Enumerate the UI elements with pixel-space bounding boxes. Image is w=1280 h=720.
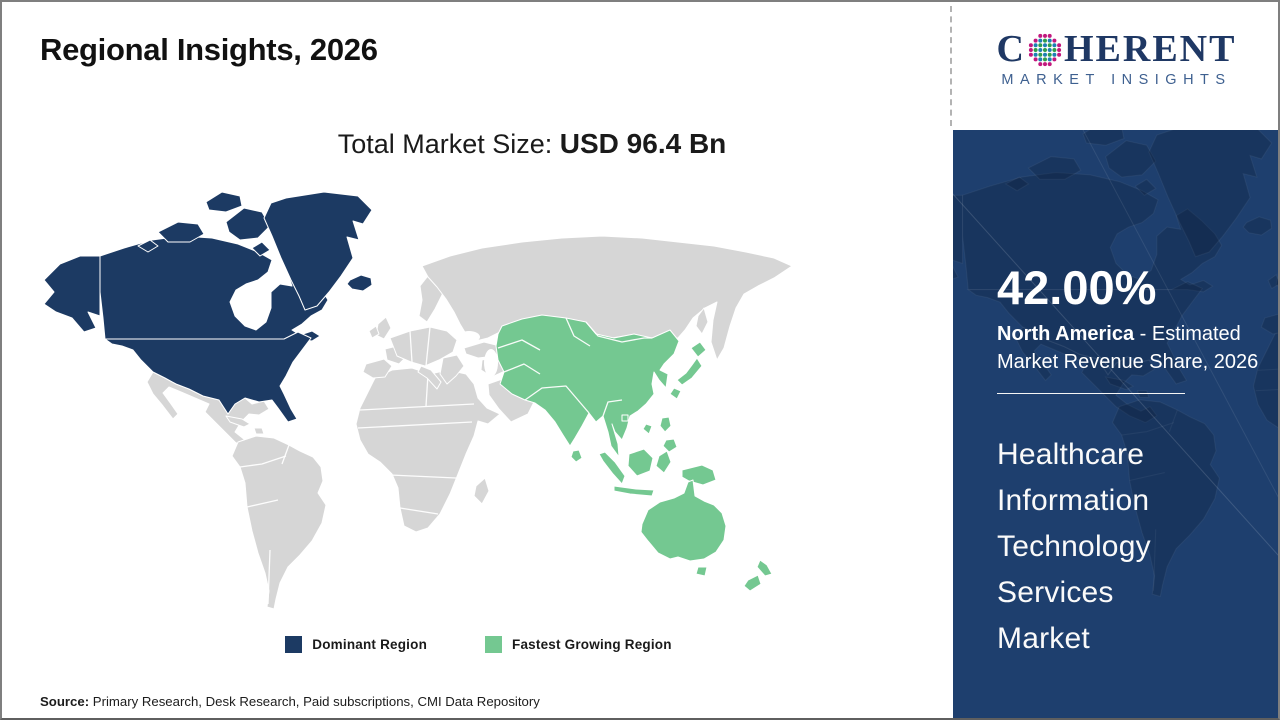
map-region-rest-of-world	[1015, 272, 1278, 598]
brand-wordmark: C HERENT	[953, 28, 1278, 70]
legend-label-fastest-growing: Fastest Growing Region	[512, 637, 672, 652]
market-size-value: USD 96.4 Bn	[559, 128, 727, 159]
market-size-label: Total Market Size:	[337, 129, 560, 159]
market-size-subtitle: Total Market Size: USD 96.4 Bn	[112, 128, 952, 160]
dashed-divider	[950, 6, 952, 126]
legend-swatch-fastest-growing	[485, 636, 503, 653]
page-title: Regional Insights, 2026	[40, 32, 378, 67]
brand-wordmark-start: C	[996, 28, 1026, 70]
brand-logo: C HERENT MARKET INSIGHTS	[950, 4, 1278, 130]
stat-desc-rest: - Estimated Market Revenue Share, 2026	[997, 322, 1259, 373]
world-map-watermark-icon	[953, 130, 1278, 598]
brand-tagline: MARKET INSIGHTS	[1001, 72, 1232, 88]
market-title-line: Healthcare	[997, 437, 1145, 471]
divider-rule	[997, 392, 1185, 394]
source-note: Source: Primary Research, Desk Research,…	[40, 694, 540, 709]
market-title-line: Technology	[997, 529, 1151, 563]
map-legend: Dominant Region Fastest Growing Region	[2, 636, 955, 653]
market-title: Healthcare Information Technology Servic…	[997, 432, 1260, 662]
source-label: Source:	[40, 694, 90, 709]
brand-wordmark-end: HERENT	[1063, 28, 1237, 70]
brand-globe-icon	[1028, 33, 1062, 67]
map-region-fastest-growing	[495, 314, 773, 592]
world-map	[43, 191, 793, 610]
market-title-line: Market	[997, 621, 1090, 655]
sidebar-panel: 42.00% North America - Estimated Market …	[953, 130, 1278, 718]
legend-item-dominant: Dominant Region	[285, 636, 427, 653]
legend-label-dominant: Dominant Region	[312, 637, 428, 652]
market-title-line: Information	[997, 483, 1150, 517]
stat-value: 42.00%	[997, 261, 1157, 314]
map-region-dominant	[43, 191, 373, 423]
legend-swatch-dominant	[285, 636, 303, 653]
stat-description: North America - Estimated Market Revenue…	[997, 320, 1261, 376]
market-title-line: Services	[997, 575, 1114, 609]
map-region-dominant	[953, 130, 1273, 385]
legend-item-fastest-growing: Fastest Growing Region	[485, 636, 672, 653]
map-region-rest-of-world	[146, 235, 793, 610]
stat-region: North America	[997, 322, 1135, 345]
source-text: Primary Research, Desk Research, Paid su…	[89, 694, 540, 709]
